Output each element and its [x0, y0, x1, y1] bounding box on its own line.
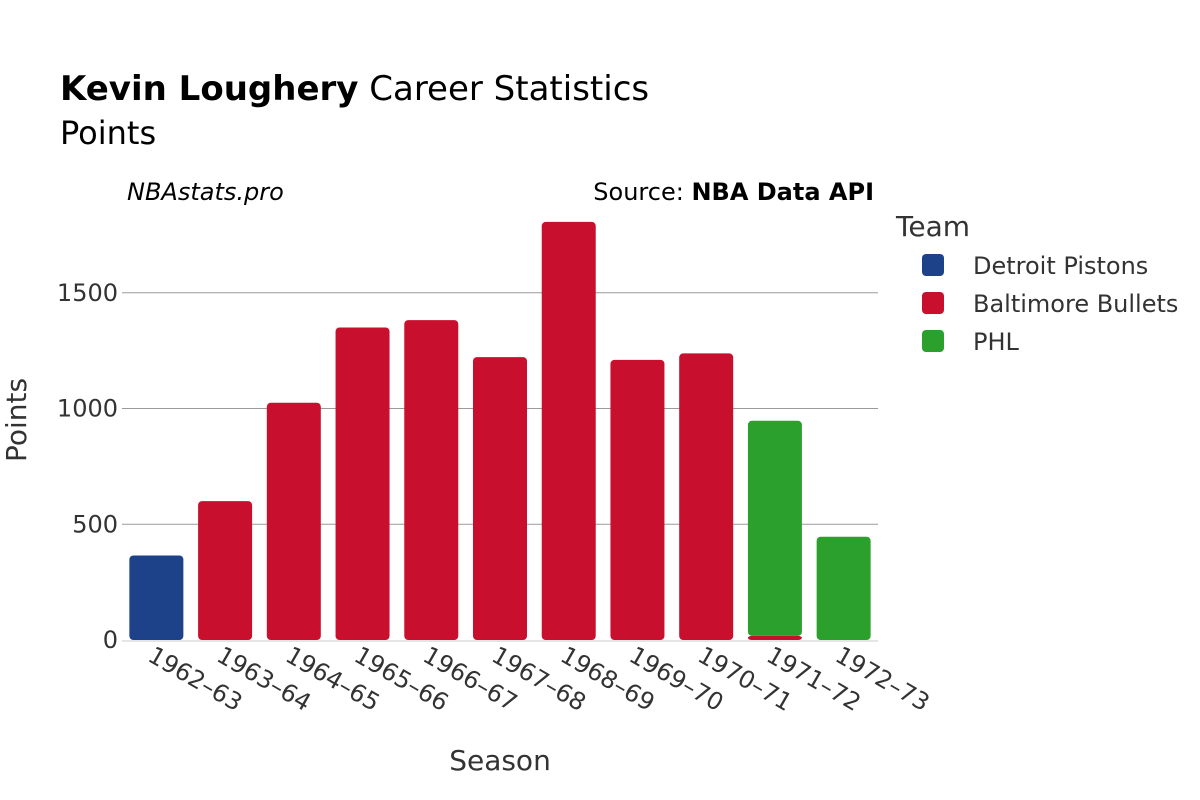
- legend: Detroit Pistons Baltimore Bullets PHL: [922, 252, 1178, 356]
- bar-phl-1971–72: [747, 420, 802, 636]
- x-axis-ticks: 1962–631963–641964–651965–661966–671967–…: [143, 641, 934, 717]
- chart-title-bold: Kevin Loughery: [60, 69, 358, 109]
- chart-subtitle: Points: [60, 114, 156, 152]
- bar-baltimore-bullets-1966–67: [404, 320, 459, 640]
- source-name: NBA Data API: [691, 178, 874, 206]
- bar-baltimore-bullets-1969–70: [610, 359, 665, 640]
- bar-baltimore-bullets-1967–68: [473, 357, 527, 640]
- legend-label: Detroit Pistons: [973, 252, 1148, 280]
- legend-swatch: [922, 330, 944, 352]
- legend-label: Baltimore Bullets: [973, 290, 1178, 318]
- legend-swatch: [922, 254, 944, 276]
- chart-title: Kevin Loughery Career Statistics: [60, 69, 649, 109]
- bar-baltimore-bullets-1965–66: [335, 327, 390, 640]
- chart-title-rest: Career Statistics: [358, 69, 649, 109]
- source-prefix: Source:: [593, 178, 691, 206]
- bar-baltimore-bullets-1971–72: [747, 635, 802, 640]
- legend-swatch: [922, 292, 944, 314]
- source-text: Source: NBA Data API: [593, 178, 874, 206]
- bar-baltimore-bullets-1970–71: [679, 353, 734, 640]
- bar-baltimore-bullets-1964–65: [266, 402, 321, 640]
- y-axis-title: Points: [0, 378, 33, 462]
- bars: [129, 221, 871, 640]
- legend-label: PHL: [973, 328, 1020, 356]
- bar-baltimore-bullets-1963–64: [198, 501, 253, 640]
- y-tick-label: 500: [72, 510, 118, 538]
- legend-title: Team: [895, 210, 970, 243]
- bar-phl-1972–73: [816, 536, 871, 640]
- bar-detroit-pistons-1962–63: [129, 555, 184, 640]
- bar-baltimore-bullets-1968–69: [541, 221, 596, 640]
- x-axis-title: Season: [449, 744, 551, 777]
- y-axis-ticks: 0 500 1000 1500: [57, 279, 118, 654]
- watermark-text: NBAstats.pro: [127, 178, 284, 206]
- y-tick-label: 0: [103, 626, 118, 654]
- y-tick-label: 1500: [57, 279, 118, 307]
- y-tick-label: 1000: [57, 395, 118, 423]
